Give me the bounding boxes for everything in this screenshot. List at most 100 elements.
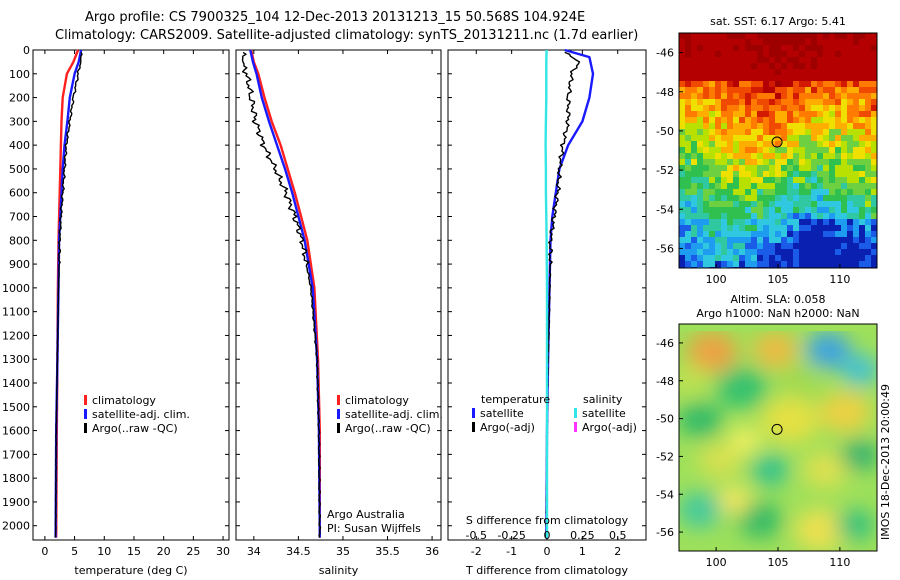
sst-cell: [859, 99, 865, 105]
sst-cell: [865, 147, 871, 153]
sst-cell: [847, 111, 853, 117]
sst-cell: [841, 171, 847, 177]
sst-cell: [871, 195, 877, 201]
sst-cell: [811, 105, 817, 111]
sst-cell: [697, 129, 703, 135]
sst-cell: [685, 93, 691, 99]
sst-cell: [811, 39, 817, 45]
sst-cell: [805, 165, 811, 171]
sst-cell: [679, 225, 685, 231]
sst-cell: [787, 45, 793, 51]
sst-cell: [799, 189, 805, 195]
sst-cell: [835, 69, 841, 75]
sst-cell: [805, 129, 811, 135]
sst-cell: [733, 243, 739, 249]
sst-cell: [835, 87, 841, 93]
sst-cell: [691, 93, 697, 99]
sla-blob: [780, 364, 820, 396]
sst-cell: [829, 117, 835, 123]
sst-cell: [817, 87, 823, 93]
sst-cell: [721, 69, 727, 75]
sst-cell: [781, 201, 787, 207]
sst-cell: [841, 249, 847, 255]
sst-cell: [775, 141, 781, 147]
sst-cell: [721, 153, 727, 159]
sst-cell: [853, 69, 859, 75]
sst-cell: [745, 69, 751, 75]
sla-blob: [737, 501, 783, 539]
sst-cell: [799, 261, 805, 267]
sst-cell: [823, 225, 829, 231]
sst-cell: [805, 87, 811, 93]
sst-cell: [733, 57, 739, 63]
y-tick-label: 200: [9, 92, 30, 105]
sst-cell: [799, 165, 805, 171]
sst-cell: [805, 195, 811, 201]
sst-cell: [865, 231, 871, 237]
sst-cell: [727, 75, 733, 81]
sst-cell: [769, 45, 775, 51]
sst-cell: [781, 177, 787, 183]
sst-cell: [703, 249, 709, 255]
sst-cell: [685, 147, 691, 153]
sst-cell: [697, 171, 703, 177]
sst-cell: [847, 261, 853, 267]
sst-cell: [865, 75, 871, 81]
x-tick-label: 105: [768, 273, 789, 286]
sst-cell: [715, 57, 721, 63]
sst-cell: [823, 57, 829, 63]
sst-cell: [787, 93, 793, 99]
sst-cell: [745, 219, 751, 225]
sst-cell: [733, 195, 739, 201]
sst-cell: [697, 99, 703, 105]
y-tick-label: -50: [656, 413, 674, 426]
sst-cell: [805, 201, 811, 207]
sst-cell: [691, 105, 697, 111]
sst-cell: [739, 207, 745, 213]
sla-blob: [819, 391, 871, 433]
y-tick-label: 1100: [2, 306, 30, 319]
sst-cell: [817, 81, 823, 87]
sst-cell: [775, 57, 781, 63]
sst-cell: [835, 171, 841, 177]
sst-cell: [865, 153, 871, 159]
sst-cell: [817, 45, 823, 51]
sst-cell: [733, 129, 739, 135]
sst-cell: [685, 57, 691, 63]
sst-cell: [709, 135, 715, 141]
sst-cell: [721, 225, 727, 231]
sst-cell: [745, 165, 751, 171]
sst-cell: [817, 201, 823, 207]
sst-cell: [847, 171, 853, 177]
sst-cell: [841, 63, 847, 69]
sla-blob: [686, 331, 738, 373]
sst-cell: [817, 147, 823, 153]
sst-cell: [841, 225, 847, 231]
sst-cell: [739, 135, 745, 141]
sst-cell: [685, 81, 691, 87]
sst-cell: [715, 129, 721, 135]
sst-cell: [859, 75, 865, 81]
sst-cell: [781, 33, 787, 39]
sst-cell: [817, 183, 823, 189]
sst-cell: [781, 81, 787, 87]
sst-cell: [793, 201, 799, 207]
sst-cell: [829, 219, 835, 225]
sst-cell: [799, 123, 805, 129]
sst-cell: [811, 111, 817, 117]
sst-cell: [823, 201, 829, 207]
sst-cell: [811, 81, 817, 87]
sst-cell: [727, 105, 733, 111]
sst-cell: [697, 207, 703, 213]
sst-cell: [841, 237, 847, 243]
sst-cell: [853, 261, 859, 267]
sst-cell: [691, 75, 697, 81]
y-tick-label: 1600: [2, 425, 30, 438]
sst-cell: [697, 135, 703, 141]
sst-cell: [763, 63, 769, 69]
sst-cell: [685, 249, 691, 255]
x-tick-label: 10: [97, 545, 111, 558]
sst-cell: [715, 87, 721, 93]
sst-cell: [685, 237, 691, 243]
